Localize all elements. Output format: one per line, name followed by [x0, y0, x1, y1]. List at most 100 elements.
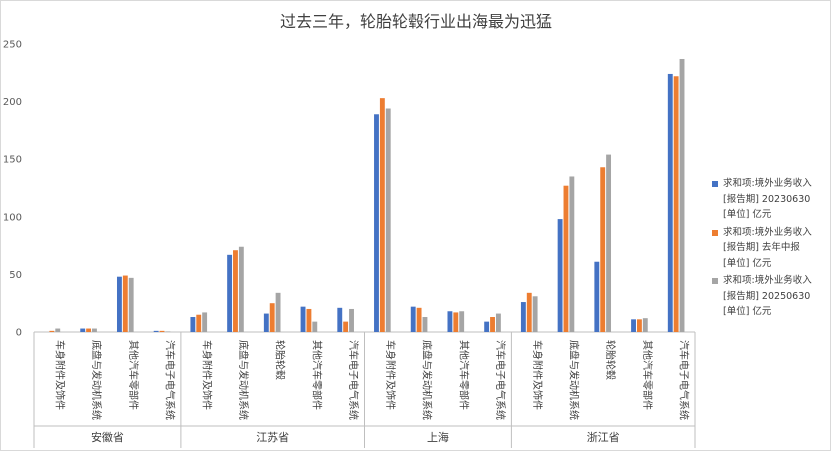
bar	[631, 319, 636, 332]
bar	[416, 307, 422, 332]
bar	[233, 250, 238, 332]
bar	[453, 312, 459, 332]
bar	[526, 292, 532, 332]
bar	[532, 296, 538, 332]
y-tick-label: 0	[16, 328, 22, 339]
legend-text: 求和项:境外业务收入	[723, 275, 812, 286]
bar	[343, 321, 349, 332]
bar	[379, 98, 385, 332]
category-label: 车身附件及饰件	[200, 340, 213, 410]
y-tick-label: 150	[3, 155, 22, 166]
category-label: 其他汽车零部件	[457, 340, 470, 410]
y-tick-label: 200	[3, 97, 22, 108]
bar	[190, 317, 196, 332]
bar	[122, 275, 128, 332]
group-label: 江苏省	[256, 431, 289, 444]
category-label: 底盘与发动机系统	[421, 340, 434, 420]
category-label: 其他汽车零部件	[127, 340, 140, 410]
bar	[484, 321, 490, 332]
group-label: 安徽省	[91, 430, 124, 444]
group-label: 上海	[427, 430, 449, 444]
y-tick-label: 250	[3, 40, 22, 51]
bar	[385, 108, 391, 332]
bar	[263, 313, 269, 332]
bar	[55, 328, 61, 332]
bar	[306, 308, 312, 332]
bar	[374, 114, 379, 333]
bar	[422, 317, 428, 332]
legend-text: 求和项:境外业务收入	[723, 226, 812, 238]
bar	[459, 311, 465, 332]
bar	[312, 321, 318, 332]
bar	[238, 246, 244, 332]
bar	[600, 167, 606, 332]
category-label: 汽车电子电气系统	[678, 340, 691, 420]
group-label: 浙江省	[587, 431, 620, 444]
bar	[165, 331, 171, 332]
legend-text: [单位] 亿元	[723, 209, 772, 220]
bar	[86, 328, 92, 332]
legend-text: [报告期] 20230630	[723, 193, 811, 205]
category-label: 汽车电子电气系统	[494, 340, 507, 420]
bar	[594, 261, 600, 332]
bar	[128, 277, 134, 332]
bar	[202, 312, 208, 332]
legend-swatch	[712, 278, 718, 284]
chart-title: 过去三年，轮胎轮毂行业出海最为迅猛	[279, 12, 552, 31]
legend-item: 求和项:境外业务收入 [报告期] 20250630 [单位] 亿元	[712, 273, 827, 320]
bar	[667, 73, 673, 332]
category-label: 车身附件及饰件	[531, 340, 544, 410]
bar	[557, 219, 563, 332]
legend-text: [单位] 亿元	[723, 257, 772, 269]
legend-text: 求和项:境外业务收入	[723, 178, 812, 189]
bar	[269, 303, 275, 332]
bar	[275, 292, 281, 332]
bar	[642, 318, 648, 332]
legend-text: [报告期] 去年中报	[723, 242, 800, 253]
legend-swatch	[712, 181, 718, 187]
bar	[349, 308, 354, 332]
category-label: 轮胎轮毂	[604, 340, 617, 380]
bar	[227, 254, 233, 332]
bar	[636, 319, 642, 332]
bar	[92, 328, 97, 332]
bar	[490, 317, 495, 332]
y-tick-label: 50	[9, 270, 22, 281]
bar	[153, 330, 159, 332]
category-label: 其他汽车零部件	[310, 340, 323, 410]
bar	[673, 76, 679, 332]
bar	[196, 314, 202, 332]
category-label: 车身附件及饰件	[384, 340, 397, 410]
legend-item: 求和项:境外业务收入 [报告期] 去年中报 [单位] 亿元	[712, 225, 827, 272]
category-label: 底盘与发动机系统	[237, 340, 250, 420]
y-tick-label: 100	[3, 212, 22, 223]
legend-text: [报告期] 20250630	[723, 290, 811, 302]
bar	[49, 330, 55, 332]
bar	[410, 306, 416, 332]
bar	[447, 311, 453, 332]
bar	[520, 302, 526, 332]
chart-legend: 求和项:境外业务收入 [报告期] 20230630 [单位] 亿元 求和项:境外业务收…	[712, 176, 827, 322]
legend-text: [单位] 亿元	[723, 306, 772, 317]
bar	[563, 185, 569, 332]
category-label: 轮胎轮毂	[274, 340, 287, 380]
category-label: 其他汽车零部件	[641, 340, 654, 410]
bar	[337, 307, 343, 332]
legend-item: 求和项:境外业务收入 [报告期] 20230630 [单位] 亿元	[712, 176, 827, 223]
category-label: 车身附件及饰件	[53, 340, 66, 410]
bar	[80, 328, 86, 332]
bar	[116, 276, 122, 332]
category-label: 底盘与发动机系统	[567, 340, 580, 420]
bar	[606, 154, 612, 332]
category-label: 底盘与发动机系统	[90, 340, 103, 420]
category-label: 汽车电子电气系统	[164, 340, 177, 420]
bar	[159, 330, 165, 332]
bar	[495, 313, 501, 332]
legend-swatch	[712, 229, 718, 236]
bar	[300, 306, 306, 332]
category-label: 汽车电子电气系统	[347, 340, 360, 420]
bar	[569, 176, 575, 332]
bar	[679, 58, 685, 332]
